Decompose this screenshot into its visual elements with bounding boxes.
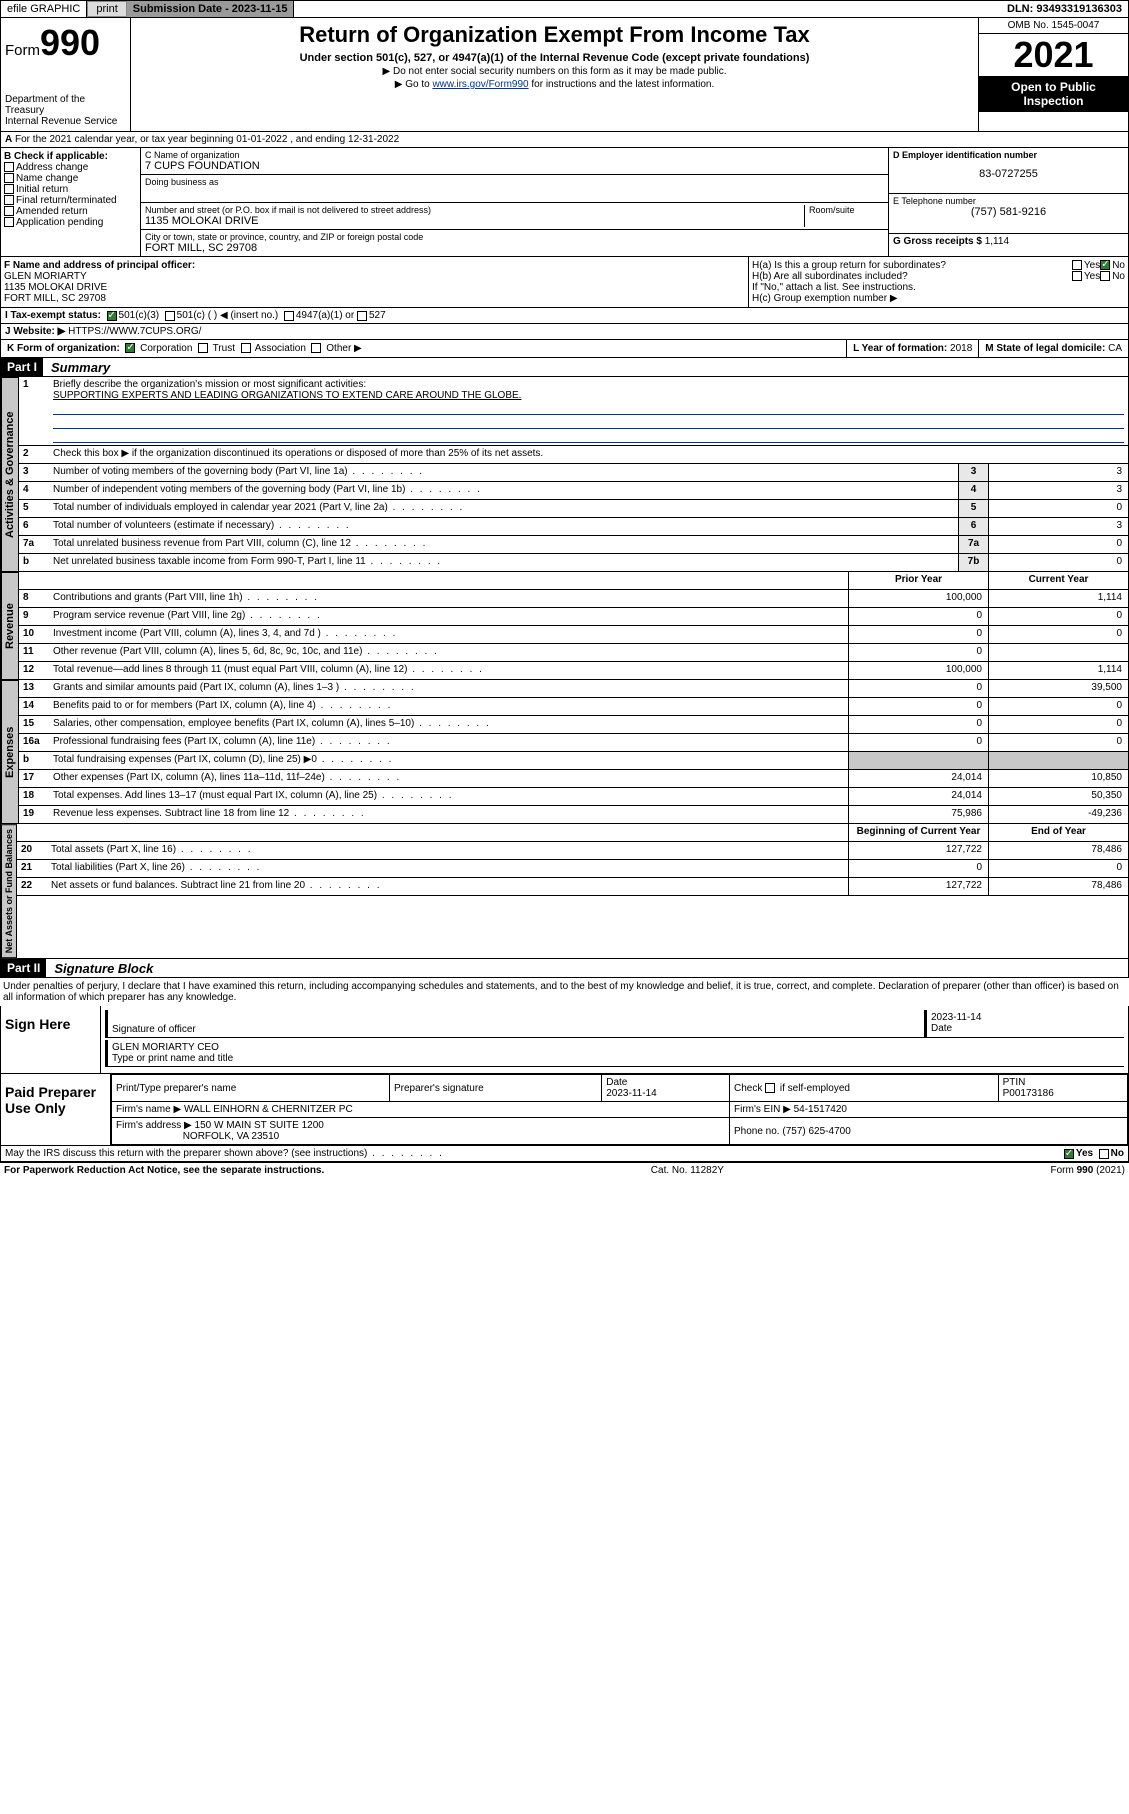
mission: SUPPORTING EXPERTS AND LEADING ORGANIZAT…	[53, 390, 521, 401]
chk-501c3[interactable]	[107, 311, 117, 321]
ein: 83-0727255	[893, 168, 1124, 180]
tab-revenue: Revenue	[1, 572, 19, 680]
revenue-grid: Revenue Prior YearCurrent Year 8Contribu…	[0, 572, 1129, 680]
form-word: Form	[5, 42, 40, 59]
gross-receipts: 1,114	[985, 236, 1009, 247]
print-button[interactable]: print	[87, 1, 126, 17]
firm-ein: 54-1517420	[794, 1104, 847, 1115]
chk-name[interactable]	[4, 173, 14, 183]
dln: DLN: 93493319136303	[1001, 1, 1128, 17]
irs-link[interactable]: www.irs.gov/Form990	[432, 79, 528, 90]
sign-date: 2023-11-14	[931, 1012, 981, 1023]
submission-date: Submission Date - 2023-11-15	[127, 1, 295, 17]
expenses-grid: Expenses 13Grants and similar amounts pa…	[0, 680, 1129, 824]
ha-no[interactable]	[1100, 260, 1110, 270]
governance-grid: Activities & Governance 1Briefly describ…	[0, 377, 1129, 572]
ptin: P00173186	[1003, 1088, 1054, 1099]
discuss-row: May the IRS discuss this return with the…	[0, 1146, 1129, 1162]
discuss-yes[interactable]	[1064, 1149, 1074, 1159]
chk-assoc[interactable]	[241, 343, 251, 353]
tab-governance: Activities & Governance	[1, 377, 19, 572]
tab-netassets: Net Assets or Fund Balances	[1, 824, 17, 958]
domicile: CA	[1108, 343, 1122, 354]
row-klm: K Form of organization: Corporation Trus…	[0, 340, 1129, 358]
firm-name: WALL EINHORN & CHERNITZER PC	[184, 1104, 353, 1115]
form-number: 990	[40, 22, 100, 63]
officer-name: GLEN MORIARTY	[4, 271, 87, 282]
tab-expenses: Expenses	[1, 680, 19, 824]
org-street: 1135 MOLOKAI DRIVE	[145, 215, 804, 227]
preparer-table: Print/Type preparer's name Preparer's si…	[111, 1074, 1128, 1145]
year-formed: 2018	[950, 343, 972, 354]
box-h: H(a) Is this a group return for subordin…	[748, 257, 1128, 307]
box-de: D Employer identification number83-07272…	[888, 148, 1128, 256]
chk-501c[interactable]	[165, 311, 175, 321]
form-header: Form990 Department of the Treasury Inter…	[0, 18, 1129, 132]
instruct-1: ▶ Do not enter social security numbers o…	[135, 66, 974, 77]
instruct-2: ▶ Go to www.irs.gov/Form990 for instruct…	[135, 79, 974, 90]
line-a: A For the 2021 calendar year, or tax yea…	[0, 132, 1129, 148]
page-footer: For Paperwork Reduction Act Notice, see …	[0, 1162, 1129, 1178]
sign-here: Sign Here Signature of officer 2023-11-1…	[0, 1006, 1129, 1074]
ha-yes[interactable]	[1072, 260, 1082, 270]
box-b: B Check if applicable: Address change Na…	[1, 148, 141, 256]
chk-pending[interactable]	[4, 217, 14, 227]
part2-header: Part II Signature Block	[0, 959, 1129, 978]
chk-initial[interactable]	[4, 184, 14, 194]
chk-amended[interactable]	[4, 206, 14, 216]
hb-yes[interactable]	[1072, 271, 1082, 281]
chk-selfemp[interactable]	[765, 1083, 775, 1093]
firm-addr: 150 W MAIN ST SUITE 1200	[195, 1120, 324, 1131]
part1-header: Part I Summary	[0, 358, 1129, 377]
box-c: C Name of organization7 CUPS FOUNDATION …	[141, 148, 888, 256]
top-bar: efile GRAPHIC print Submission Date - 20…	[0, 0, 1129, 18]
org-name: 7 CUPS FOUNDATION	[145, 160, 884, 172]
tax-year: 2021	[979, 34, 1128, 76]
box-f: F Name and address of principal officer:…	[1, 257, 748, 307]
netassets-grid: Net Assets or Fund Balances Beginning of…	[0, 824, 1129, 959]
efile-label: efile GRAPHIC	[1, 1, 87, 17]
dept-label: Department of the Treasury	[5, 94, 126, 116]
row-j: J Website: ▶ HTTPS://WWW.7CUPS.ORG/	[0, 324, 1129, 340]
form-title: Return of Organization Exempt From Incom…	[135, 22, 974, 48]
irs-label: Internal Revenue Service	[5, 116, 126, 127]
org-city: FORT MILL, SC 29708	[145, 242, 884, 254]
website: HTTPS://WWW.7CUPS.ORG/	[68, 326, 201, 337]
chk-other[interactable]	[311, 343, 321, 353]
row-i: I Tax-exempt status: 501(c)(3) 501(c) ( …	[0, 308, 1129, 324]
chk-527[interactable]	[357, 311, 367, 321]
form-subtitle: Under section 501(c), 527, or 4947(a)(1)…	[135, 52, 974, 64]
omb-number: OMB No. 1545-0047	[979, 18, 1128, 34]
paid-preparer: Paid Preparer Use Only Print/Type prepar…	[0, 1074, 1129, 1146]
phone: (757) 581-9216	[893, 206, 1124, 218]
firm-phone: (757) 625-4700	[782, 1126, 850, 1137]
penalty-text: Under penalties of perjury, I declare th…	[0, 978, 1129, 1006]
chk-trust[interactable]	[198, 343, 208, 353]
chk-4947[interactable]	[284, 311, 294, 321]
chk-address[interactable]	[4, 162, 14, 172]
hb-no[interactable]	[1100, 271, 1110, 281]
fh-block: F Name and address of principal officer:…	[0, 257, 1129, 308]
chk-corp[interactable]	[125, 343, 135, 353]
chk-final[interactable]	[4, 195, 14, 205]
signer-name: GLEN MORIARTY CEO	[112, 1042, 219, 1053]
inspection-label: Open to Public Inspection	[979, 76, 1128, 112]
entity-block: B Check if applicable: Address change Na…	[0, 148, 1129, 257]
discuss-no[interactable]	[1099, 1149, 1109, 1159]
